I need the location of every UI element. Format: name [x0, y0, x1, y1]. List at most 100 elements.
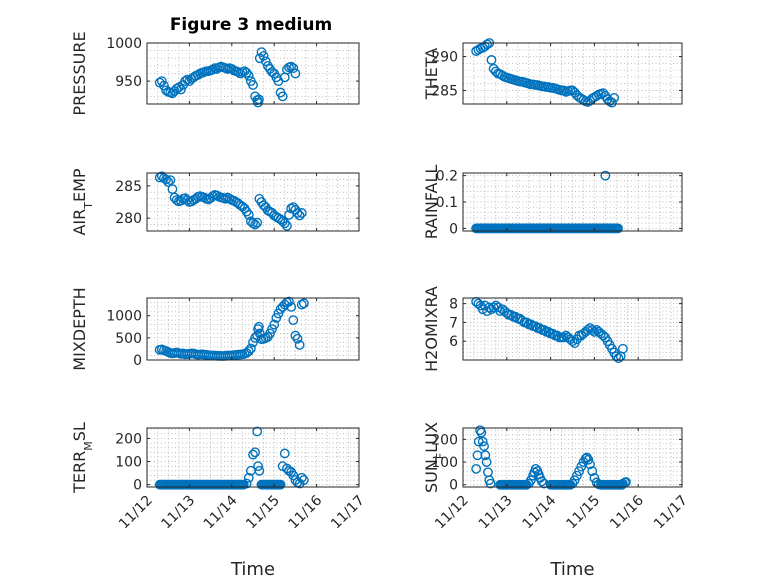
data-point — [292, 208, 303, 218]
data-point — [248, 449, 258, 460]
axes-frame — [146, 42, 360, 105]
y-tick-label: 8 — [449, 297, 458, 313]
axes-frame — [146, 297, 360, 361]
y-tick-label: 0 — [449, 221, 458, 237]
y-axis-label: PRESSURE — [70, 31, 89, 115]
data-point — [207, 64, 218, 75]
data-point — [480, 450, 491, 461]
data-point — [279, 218, 290, 229]
data-point — [286, 61, 297, 72]
data-point — [294, 210, 305, 221]
data-point — [475, 425, 485, 436]
data-point — [296, 299, 307, 310]
data-point — [243, 70, 254, 81]
data-point — [182, 74, 193, 85]
x-tick-label: 11/14 — [201, 492, 241, 532]
data-point — [479, 441, 489, 452]
series-terrmsl — [154, 426, 309, 490]
data-point — [298, 298, 309, 309]
x-tick-label: 11/17 — [328, 493, 368, 533]
series-theta — [471, 38, 620, 108]
data-point — [260, 56, 271, 67]
data-point — [279, 448, 290, 459]
y-axis-label: AIRTEMP — [70, 168, 95, 235]
y-tick-label: 285 — [431, 83, 458, 99]
x-tick-label: 11/16 — [286, 492, 326, 532]
data-point — [609, 93, 620, 103]
y-axis-label: RAINFALL — [422, 165, 441, 240]
data-point — [587, 466, 598, 477]
y-tick-label: 0.2 — [436, 169, 458, 185]
data-point — [569, 475, 580, 486]
data-point — [243, 472, 254, 483]
axes-air_temp: 280 285 AIRTEMP — [70, 168, 360, 236]
data-point — [589, 326, 600, 337]
y-axis-label: TERRMSL — [70, 422, 95, 494]
x-tick-label: 11/12 — [116, 493, 156, 533]
x-tick-label: 11/13 — [158, 493, 198, 533]
data-point — [617, 343, 628, 354]
data-point — [156, 76, 167, 87]
y-axis-label-part: AIR — [70, 209, 89, 236]
x-tick-label: 11/16 — [607, 492, 647, 532]
data-point — [477, 436, 488, 447]
data-point — [567, 336, 578, 347]
data-point — [607, 97, 617, 108]
data-point — [485, 478, 496, 489]
data-point — [292, 333, 303, 344]
data-point — [530, 463, 541, 474]
data-point — [254, 321, 264, 332]
grid — [146, 428, 360, 487]
data-point — [536, 476, 547, 487]
data-point — [290, 68, 301, 79]
series-sunflux — [471, 425, 631, 490]
data-point — [539, 478, 549, 489]
y-axis-label-part: H2OMIXRA — [422, 286, 441, 372]
data-point — [250, 447, 261, 458]
data-point — [241, 478, 252, 489]
data-point — [243, 209, 254, 220]
data-point — [286, 203, 297, 214]
grid — [462, 173, 683, 231]
data-point — [250, 219, 261, 230]
y-tick-label: 285 — [115, 179, 142, 195]
y-axis-label-part: THETA — [422, 48, 441, 100]
data-point — [621, 477, 631, 487]
data-point — [282, 220, 292, 231]
y-tick-label: 7 — [449, 315, 458, 331]
axes-frame — [146, 427, 360, 488]
x-axis-label: Time — [549, 559, 594, 580]
data-point — [558, 332, 569, 343]
data-point — [248, 218, 258, 229]
y-tick-label: 1000 — [106, 309, 142, 325]
data-point — [288, 315, 299, 326]
y-axis-label: SUNFLUX — [422, 422, 447, 493]
y-axis-label-part: TERR — [70, 451, 89, 494]
figure-title: Figure 3 medium — [170, 15, 332, 35]
y-axis-label-part: SUN — [422, 459, 441, 493]
data-point — [495, 306, 506, 317]
data-point — [298, 475, 309, 485]
data-point — [252, 217, 263, 228]
data-point — [180, 76, 191, 87]
y-tick-label: 1000 — [106, 36, 142, 52]
y-tick-label: 100 — [115, 455, 142, 471]
series-h2omixra — [471, 296, 628, 364]
y-axis-label: H2OMIXRA — [422, 286, 441, 372]
data-point — [486, 55, 497, 65]
y-axis-label-part: EMP — [70, 168, 89, 202]
data-point — [587, 325, 598, 335]
data-point — [163, 177, 174, 187]
data-point — [525, 475, 536, 486]
y-axis-label-part: T — [82, 202, 95, 210]
data-point — [252, 426, 263, 437]
data-point — [176, 84, 186, 95]
y-tick-label: 0 — [133, 353, 142, 369]
axes-mixdepth: 0 500 1000 MIXDEPTH — [70, 287, 360, 371]
series-air_temp — [154, 171, 307, 231]
y-axis-label: THETA — [422, 48, 441, 100]
data-point — [296, 208, 307, 218]
y-axis-label-part: F — [434, 453, 447, 459]
data-point — [243, 346, 254, 357]
